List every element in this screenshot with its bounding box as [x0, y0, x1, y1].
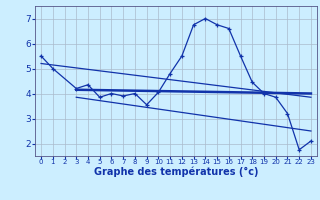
- X-axis label: Graphe des températures (°c): Graphe des températures (°c): [94, 166, 258, 177]
